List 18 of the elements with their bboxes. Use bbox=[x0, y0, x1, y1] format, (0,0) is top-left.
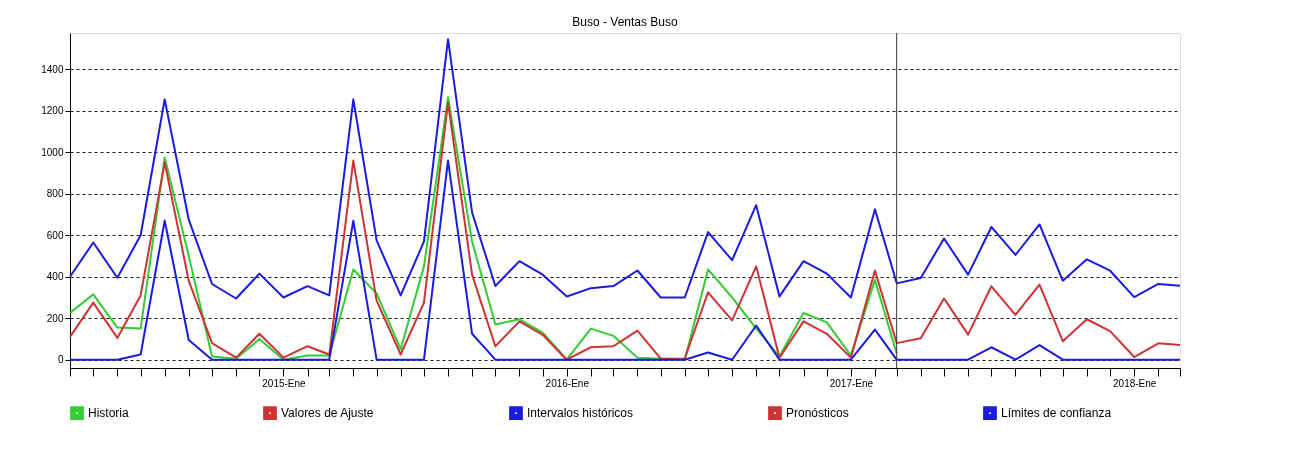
x-tick-label: 2016-Ene bbox=[545, 377, 590, 389]
y-tick-label: 600 bbox=[46, 229, 64, 241]
y-tick-label: 800 bbox=[46, 188, 64, 200]
y-tick-label: 1000 bbox=[41, 146, 64, 158]
y-tick-label: 1400 bbox=[41, 63, 64, 75]
chart-title: Buso - Ventas Buso bbox=[572, 14, 679, 29]
legend-label: Pronósticos bbox=[786, 406, 849, 421]
y-tick-label: 200 bbox=[46, 312, 64, 324]
legend-label: Límites de confianza bbox=[1001, 406, 1112, 421]
legend-label: Intervalos históricos bbox=[527, 406, 634, 421]
x-tick-label: 2015-Ene bbox=[262, 377, 307, 389]
y-tick-label: 400 bbox=[46, 271, 64, 283]
legend-label: Historia bbox=[88, 406, 129, 421]
y-tick-label: 0 bbox=[57, 354, 64, 366]
y-tick-label: 1200 bbox=[41, 105, 64, 117]
legend-label: Valores de Ajuste bbox=[281, 406, 374, 421]
x-tick-label: 2017-Ene bbox=[829, 377, 874, 389]
x-tick-label: 2018-Ene bbox=[1113, 377, 1157, 389]
